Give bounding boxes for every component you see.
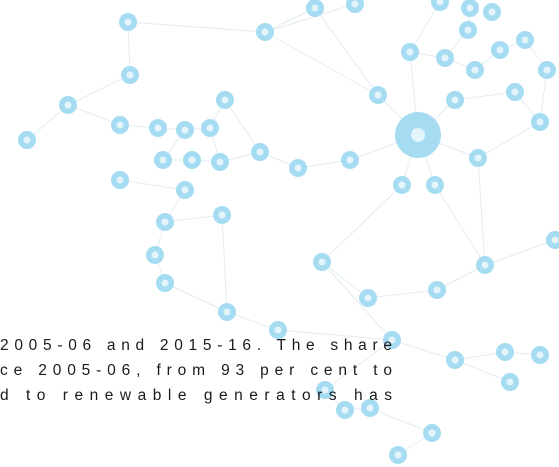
graph-node-core bbox=[512, 89, 519, 96]
graph-edge bbox=[68, 75, 130, 105]
graph-node-core bbox=[475, 155, 482, 162]
graph-node-core bbox=[442, 55, 449, 62]
graph-node-core bbox=[117, 177, 124, 184]
graph-node-core bbox=[395, 452, 402, 459]
graph-node-core bbox=[160, 157, 167, 164]
graph-edge bbox=[120, 180, 185, 190]
graph-node-core bbox=[189, 157, 196, 164]
graph-node-core bbox=[544, 67, 551, 74]
graph-node-core bbox=[257, 149, 264, 156]
graph-edge bbox=[222, 215, 227, 312]
graph-node-core bbox=[65, 102, 72, 109]
text-line: d to renewable generators has bbox=[0, 387, 392, 404]
graph-node-core bbox=[117, 122, 124, 129]
graph-node-core bbox=[507, 379, 514, 386]
graph-node-core bbox=[319, 259, 326, 266]
graph-edge bbox=[478, 158, 485, 265]
page: 2005-06 and 2015-16. The share ce 2005-0… bbox=[0, 0, 559, 467]
graph-node-core bbox=[411, 128, 425, 142]
graph-node-core bbox=[502, 349, 509, 356]
graph-edge bbox=[435, 185, 485, 265]
graph-node-core bbox=[127, 72, 134, 79]
graph-node-core bbox=[207, 125, 214, 132]
graph-node-core bbox=[295, 165, 302, 172]
graph-node-core bbox=[399, 182, 406, 189]
graph-node-core bbox=[275, 327, 282, 334]
graph-node-core bbox=[347, 157, 354, 164]
graph-node-core bbox=[182, 187, 189, 194]
graph-edge bbox=[322, 262, 392, 340]
graph-node-core bbox=[222, 97, 229, 104]
graph-edge bbox=[370, 408, 432, 433]
graph-edge bbox=[225, 100, 260, 152]
graph-node-core bbox=[522, 37, 529, 44]
graph-node-core bbox=[367, 405, 374, 412]
graph-edge bbox=[392, 340, 455, 360]
graph-node-core bbox=[155, 125, 162, 132]
network-graphic bbox=[18, 0, 559, 464]
graph-node-core bbox=[24, 137, 31, 144]
graph-edge bbox=[128, 22, 265, 32]
graph-node-core bbox=[472, 67, 479, 74]
graph-edge bbox=[265, 32, 378, 95]
graph-node-core bbox=[217, 159, 224, 166]
graph-node-core bbox=[312, 5, 319, 12]
graph-node-core bbox=[322, 387, 329, 394]
graph-node-core bbox=[452, 357, 459, 364]
graph-node-core bbox=[407, 49, 414, 56]
graph-node-core bbox=[262, 29, 269, 36]
graph-node-core bbox=[432, 182, 439, 189]
graph-node-core bbox=[497, 47, 504, 54]
graph-edge bbox=[478, 122, 540, 158]
graph-node-core bbox=[537, 119, 544, 126]
graph-node-core bbox=[365, 295, 372, 302]
graph-node-core bbox=[467, 5, 474, 12]
body-text: 2005-06 and 2015-16. The share ce 2005-0… bbox=[0, 337, 392, 404]
graph-node-core bbox=[162, 280, 169, 287]
page-canvas: 2005-06 and 2015-16. The share ce 2005-0… bbox=[0, 0, 559, 467]
graph-node-core bbox=[375, 92, 382, 99]
graph-node-core bbox=[537, 352, 544, 359]
text-line: 2005-06 and 2015-16. The share bbox=[0, 337, 392, 354]
graph-edge bbox=[368, 290, 437, 298]
graph-node-core bbox=[182, 127, 189, 134]
graph-node-core bbox=[434, 287, 441, 294]
graph-node-core bbox=[162, 219, 169, 226]
graph-node-core bbox=[352, 1, 359, 8]
graph-node-core bbox=[342, 407, 349, 414]
graph-node-core bbox=[489, 9, 496, 16]
graph-edge bbox=[485, 240, 555, 265]
graph-node-core bbox=[125, 19, 132, 26]
graph-edge bbox=[455, 92, 515, 100]
graph-node-core bbox=[452, 97, 459, 104]
graph-node-core bbox=[482, 262, 489, 269]
graph-edge bbox=[165, 283, 227, 312]
graph-node-core bbox=[152, 252, 159, 259]
graph-node-core bbox=[224, 309, 231, 316]
graph-node-core bbox=[219, 212, 226, 219]
graph-node-core bbox=[429, 430, 436, 437]
text-line: ce 2005-06, from 93 per cent to bbox=[0, 362, 392, 379]
graph-node-core bbox=[465, 27, 472, 34]
graph-edge bbox=[315, 8, 378, 95]
graph-edge bbox=[322, 185, 402, 262]
graph-node-core bbox=[552, 237, 559, 244]
